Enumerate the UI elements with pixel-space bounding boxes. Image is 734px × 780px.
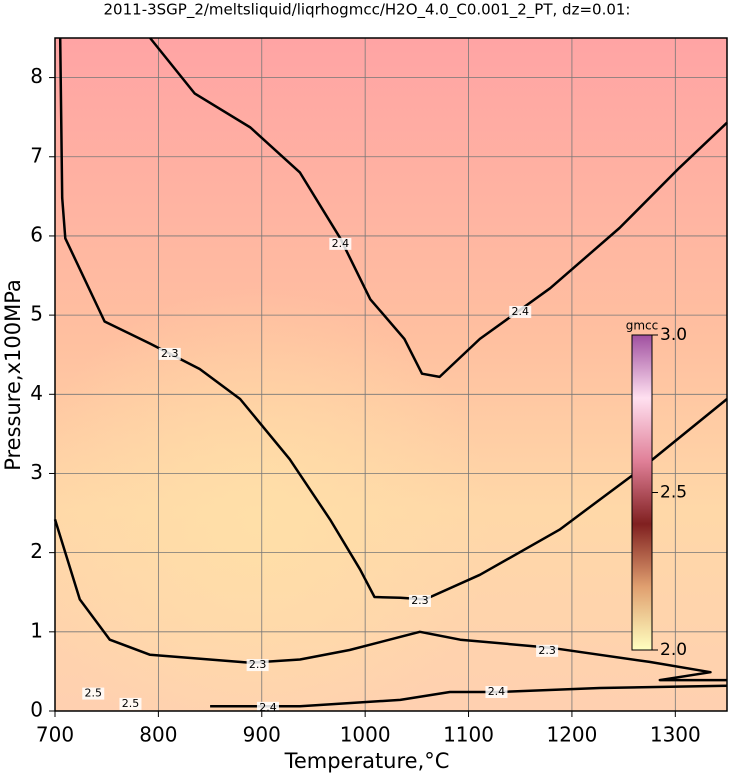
contour-line [210,684,728,708]
y-tick-label: 3 [30,460,43,484]
x-tick-label: 800 [139,723,177,747]
x-tick-label: 1100 [443,723,494,747]
x-tick-label: 1200 [546,723,597,747]
contour-line [58,37,728,601]
x-tick-label: 900 [243,723,281,747]
x-tick-label: 1000 [340,723,391,747]
plot-shade [55,38,727,711]
contour-label-bg [246,659,269,672]
contour-label-bg [408,594,431,607]
y-tick-label: 5 [30,302,43,326]
y-tick-label: 0 [30,698,43,722]
contour-label: 2.3 [161,347,179,360]
colorbar-tick-label: 3.0 [660,325,687,345]
y-tick-label: 7 [30,143,43,167]
y-tick-label: 4 [30,381,43,405]
colorbar-label: gmcc [626,319,659,333]
contour-label: 2.3 [538,644,556,657]
x-tick-label: 700 [36,723,74,747]
y-tick-label: 6 [30,222,43,246]
colorbar-tick-label: 2.0 [660,640,687,660]
contour-label: 2.4 [488,685,506,698]
contour-label-bg [158,347,181,360]
contour-label-bg [82,687,105,700]
x-axis-label: Temperature,°C [284,749,450,773]
contour-label: 2.5 [85,687,103,700]
contour-label: 2.3 [249,658,267,671]
y-tick-label: 1 [30,618,43,642]
contour-label-bg [329,237,352,250]
colorbar-tick-label: 2.5 [660,483,687,503]
y-axis-label: Pressure,x100MPa [1,279,25,471]
plot-frame [54,37,728,712]
contour-label: 2.4 [511,305,529,318]
contour-line [53,519,727,682]
contour-label-bg [536,644,559,657]
contour-label-bg [485,685,508,698]
contour-label: 2.4 [332,237,350,250]
contour-label: 2.5 [122,697,140,710]
chart-title: 2011-3SGP_2/meltsliquid/liqrhogmcc/H2O_4… [104,1,631,20]
colorbar [631,334,653,651]
contour-line [149,37,728,379]
y-tick-label: 2 [30,539,43,563]
contour-label: 2.3 [411,594,429,607]
contour-label-bg [509,305,532,318]
y-tick-label: 8 [30,64,43,88]
contour-label-bg [119,697,142,710]
x-tick-label: 1300 [650,723,701,747]
